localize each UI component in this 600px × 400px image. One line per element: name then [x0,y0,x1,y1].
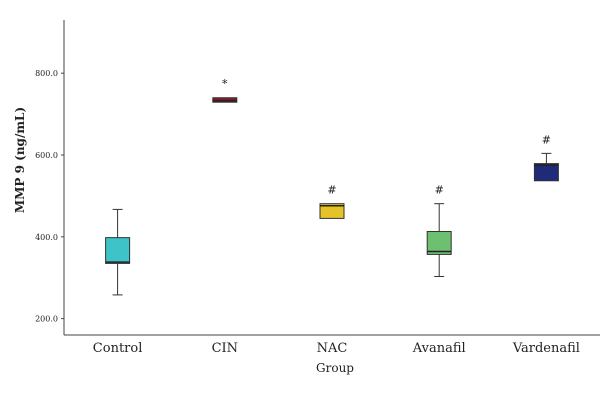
box-vardenafil: # [533,133,559,182]
x-category-label: Avanafil [412,341,466,356]
x-category-label: Control [93,341,143,356]
y-axis-title: MMP 9 (ng/mL) [13,107,27,213]
box-nac: # [319,184,345,219]
y-axis-ticks: 200.0 400.0 600.0 800.0 [35,69,64,324]
plot-frame [63,20,600,336]
box-series: * # # # [105,78,559,296]
y-tick-label: 600.0 [35,151,58,160]
y-tick-label: 200.0 [35,315,58,324]
y-tick-label: 400.0 [35,233,58,242]
box-iqr [426,231,452,255]
significance-marker: * [222,78,228,91]
x-axis-title: Group [316,361,354,375]
significance-marker: # [542,133,551,146]
x-category-label: Vardenafil [512,341,580,356]
x-axis-categories: Control CIN NAC Avanafil Vardenafil [93,341,580,356]
box-iqr [533,163,559,182]
box-avanafil: # [426,184,452,277]
x-category-label: NAC [317,341,348,356]
significance-marker: # [327,184,336,197]
box-iqr [105,237,131,264]
box-iqr [319,203,345,219]
x-category-label: CIN [212,341,238,356]
significance-marker: # [435,184,444,197]
box-cin: * [212,78,238,103]
y-tick-label: 800.0 [35,69,58,78]
box-control [105,208,131,296]
